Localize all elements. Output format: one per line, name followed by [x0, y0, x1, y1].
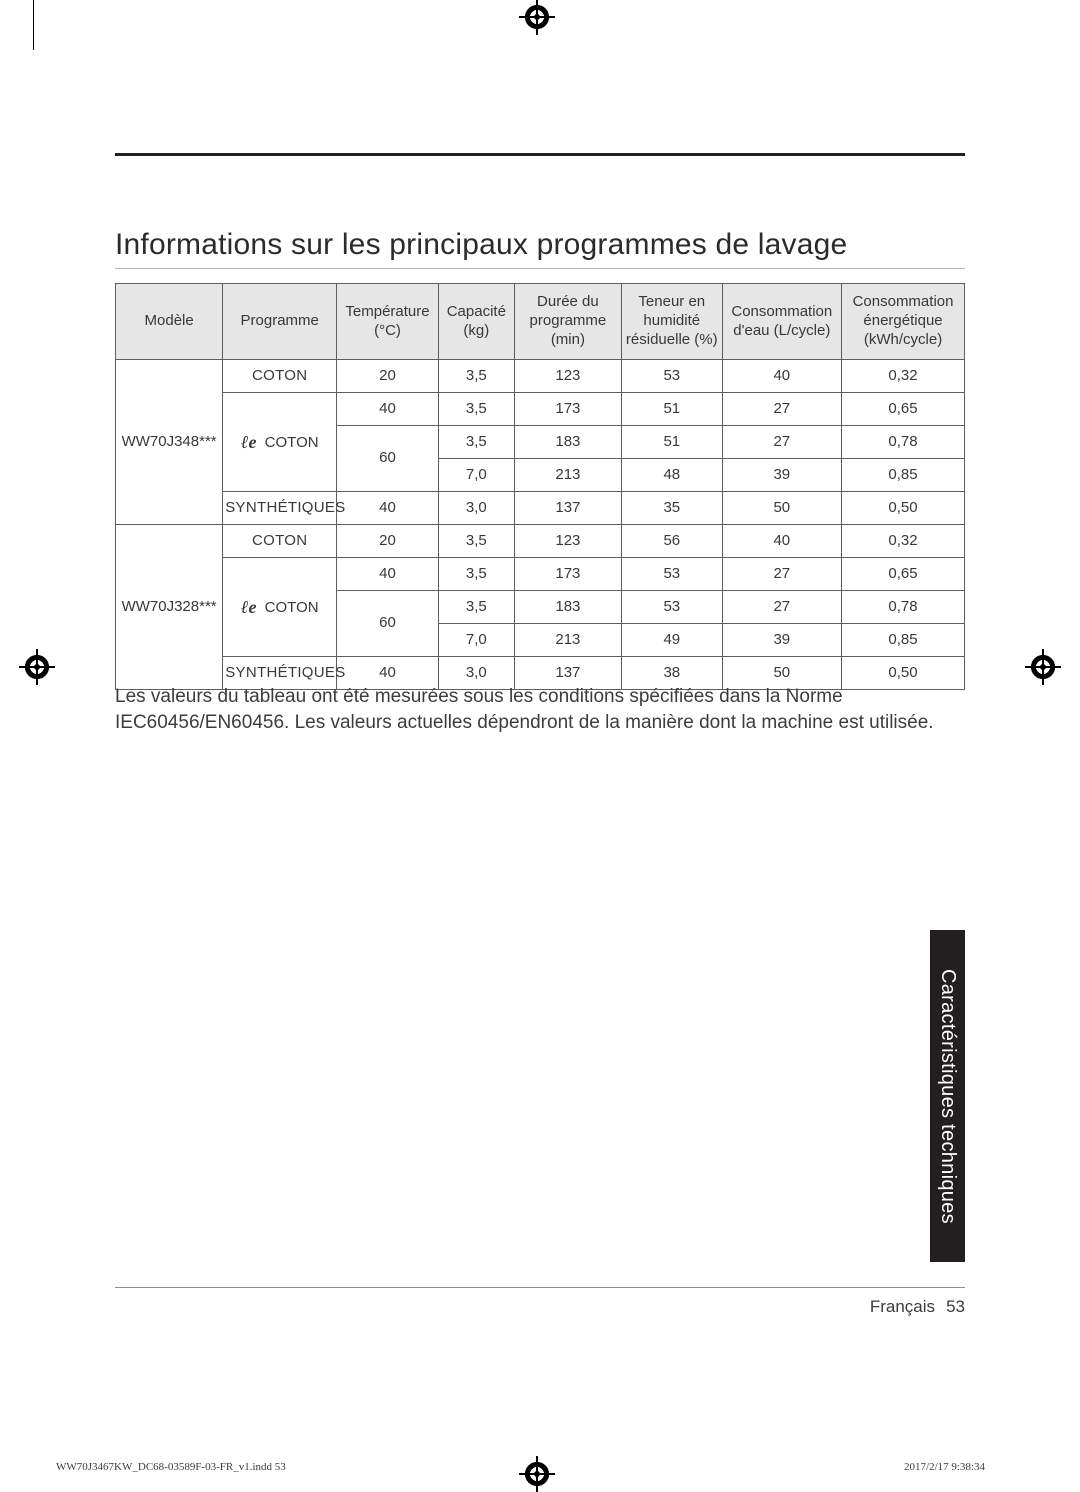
water-cell: 40 — [722, 360, 842, 393]
table-row: ℓe COTON 40 3,5 173 51 27 0,65 — [116, 393, 965, 426]
model-cell: WW70J348*** — [116, 360, 223, 525]
programme-eco-cell: ℓe COTON — [223, 558, 337, 657]
cap-cell: 7,0 — [438, 624, 514, 657]
section-heading: Informations sur les principaux programm… — [115, 228, 965, 269]
temp-cell: 20 — [337, 525, 439, 558]
print-timestamp: 2017/2/17 9:38:34 — [904, 1461, 985, 1473]
dur-cell: 213 — [514, 459, 621, 492]
footer-language: Français — [870, 1297, 935, 1317]
temp-cell: 60 — [337, 591, 439, 657]
cap-cell: 3,5 — [438, 558, 514, 591]
hum-cell: 49 — [622, 624, 723, 657]
programme-cell: COTON — [223, 360, 337, 393]
energy-cell: 0,50 — [842, 492, 965, 525]
table-row: WW70J328*** COTON 20 3,5 123 56 40 0,32 — [116, 525, 965, 558]
water-cell: 27 — [722, 393, 842, 426]
programme-eco-cell: ℓe COTON — [223, 393, 337, 492]
energy-cell: 0,65 — [842, 558, 965, 591]
water-cell: 27 — [722, 426, 842, 459]
section-side-tab: Caractéristiques techniques — [930, 930, 965, 1262]
col-header: Programme — [223, 284, 337, 360]
cap-cell: 3,5 — [438, 360, 514, 393]
water-cell: 39 — [722, 624, 842, 657]
col-header: Durée du programme (min) — [514, 284, 621, 360]
water-cell: 39 — [722, 459, 842, 492]
temp-cell: 20 — [337, 360, 439, 393]
dur-cell: 123 — [514, 525, 621, 558]
energy-cell: 0,78 — [842, 591, 965, 624]
cap-cell: 3,5 — [438, 591, 514, 624]
cap-cell: 3,5 — [438, 393, 514, 426]
cap-cell: 3,5 — [438, 525, 514, 558]
cap-cell: 3,0 — [438, 492, 514, 525]
eco-icon: ℓe — [241, 596, 257, 619]
energy-cell: 0,85 — [842, 624, 965, 657]
programme-cell: COTON — [223, 525, 337, 558]
water-cell: 50 — [722, 492, 842, 525]
dur-cell: 183 — [514, 591, 621, 624]
dur-cell: 183 — [514, 426, 621, 459]
temp-cell: 40 — [337, 558, 439, 591]
registration-mark-icon — [25, 655, 49, 679]
dur-cell: 137 — [514, 492, 621, 525]
water-cell: 27 — [722, 558, 842, 591]
energy-cell: 0,65 — [842, 393, 965, 426]
table-row: ℓe COTON 40 3,5 173 53 27 0,65 — [116, 558, 965, 591]
cap-cell: 3,5 — [438, 426, 514, 459]
wash-programmes-table: Modèle Programme Température (°C) Capaci… — [115, 283, 965, 690]
col-header: Teneur en humidité résiduelle (%) — [622, 284, 723, 360]
model-cell: WW70J328*** — [116, 525, 223, 690]
programme-label: COTON — [261, 599, 319, 616]
dur-cell: 213 — [514, 624, 621, 657]
dur-cell: 173 — [514, 558, 621, 591]
table-note: Les valeurs du tableau ont été mesurées … — [115, 684, 965, 735]
programme-label: COTON — [261, 434, 319, 451]
water-cell: 40 — [722, 525, 842, 558]
cap-cell: 7,0 — [438, 459, 514, 492]
temp-cell: 40 — [337, 393, 439, 426]
col-header: Modèle — [116, 284, 223, 360]
col-header: Température (°C) — [337, 284, 439, 360]
temp-cell: 40 — [337, 492, 439, 525]
crop-mark — [33, 0, 34, 50]
hum-cell: 35 — [622, 492, 723, 525]
table-row: WW70J348*** COTON 20 3,5 123 53 40 0,32 — [116, 360, 965, 393]
footer-rule — [115, 1287, 965, 1288]
hum-cell: 53 — [622, 360, 723, 393]
dur-cell: 123 — [514, 360, 621, 393]
eco-icon: ℓe — [241, 431, 257, 454]
water-cell: 27 — [722, 591, 842, 624]
print-file-info: WW70J3467KW_DC68-03589F-03-FR_v1.indd 53 — [56, 1461, 286, 1473]
footer-page-number: 53 — [946, 1297, 965, 1317]
energy-cell: 0,78 — [842, 426, 965, 459]
hum-cell: 53 — [622, 591, 723, 624]
hum-cell: 53 — [622, 558, 723, 591]
programme-cell: SYNTHÉTIQUES — [223, 492, 337, 525]
hum-cell: 48 — [622, 459, 723, 492]
hum-cell: 51 — [622, 426, 723, 459]
top-rule — [115, 153, 965, 156]
hum-cell: 51 — [622, 393, 723, 426]
table-header-row: Modèle Programme Température (°C) Capaci… — [116, 284, 965, 360]
energy-cell: 0,32 — [842, 525, 965, 558]
dur-cell: 173 — [514, 393, 621, 426]
col-header: Capacité (kg) — [438, 284, 514, 360]
col-header: Consommation énergétique (kWh/cycle) — [842, 284, 965, 360]
registration-mark-icon — [1031, 655, 1055, 679]
temp-cell: 60 — [337, 426, 439, 492]
energy-cell: 0,85 — [842, 459, 965, 492]
col-header: Consommation d'eau (L/cycle) — [722, 284, 842, 360]
table-row: SYNTHÉTIQUES 40 3,0 137 35 50 0,50 — [116, 492, 965, 525]
hum-cell: 56 — [622, 525, 723, 558]
energy-cell: 0,32 — [842, 360, 965, 393]
page-content: Informations sur les principaux programm… — [115, 0, 965, 1491]
